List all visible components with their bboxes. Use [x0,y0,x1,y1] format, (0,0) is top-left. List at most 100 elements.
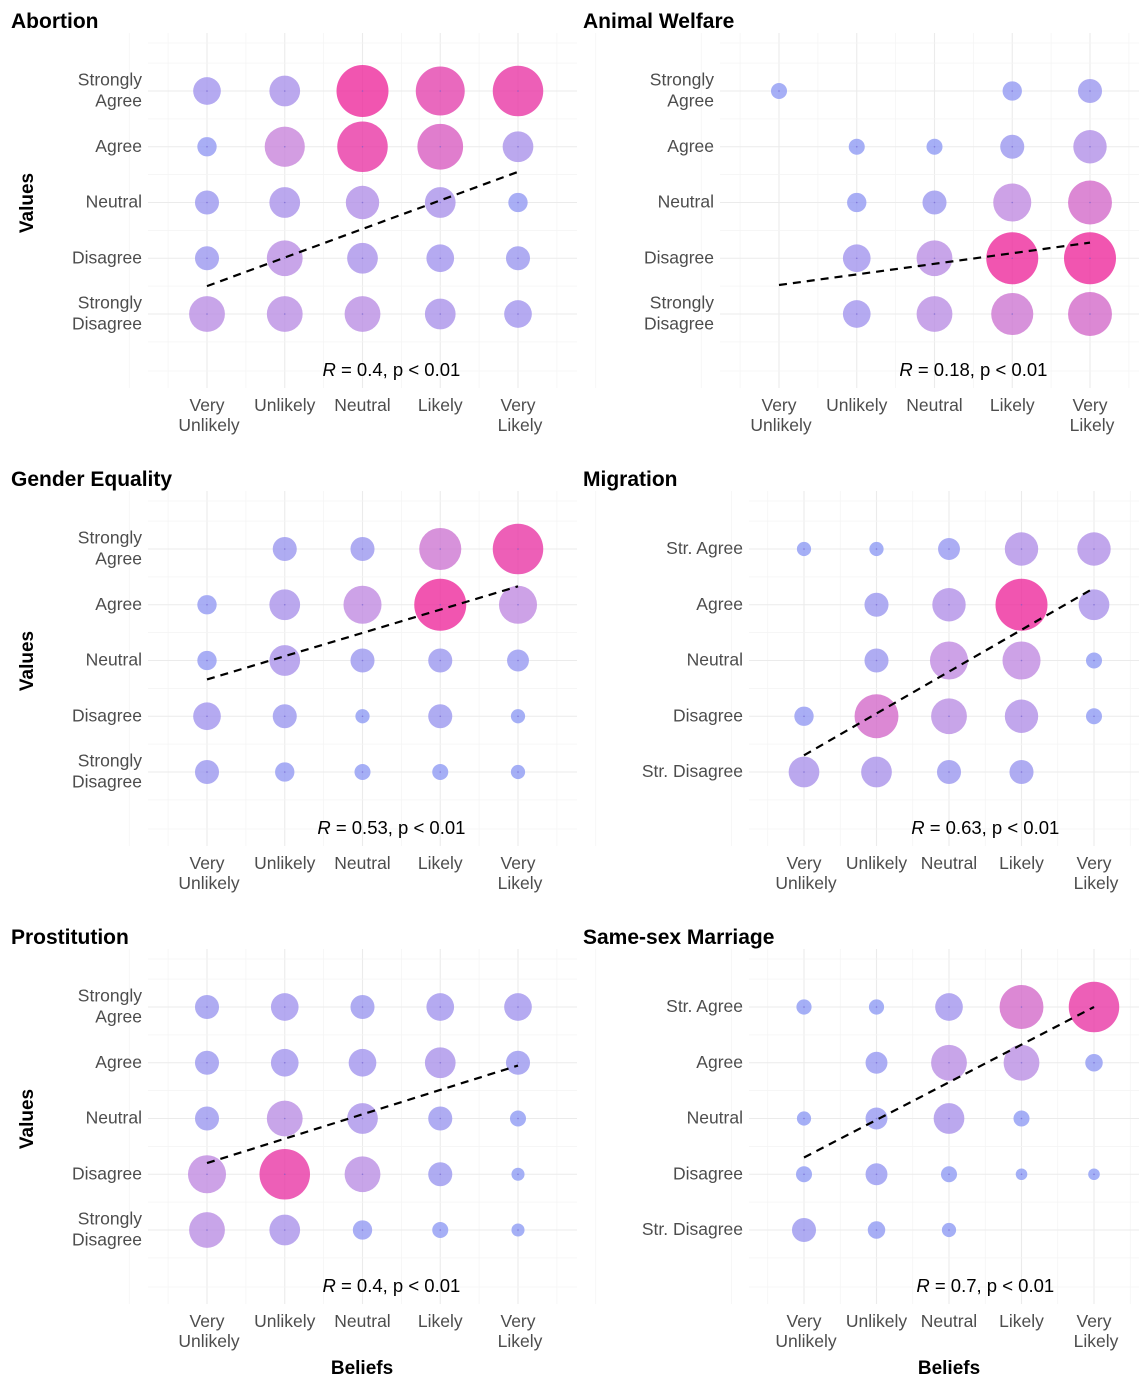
x-tick-label: Likely [999,853,1044,873]
data-point-center [875,715,878,718]
data-point-center [283,715,286,718]
x-tick-label: Neutral [921,853,977,873]
data-point-center [361,1006,364,1008]
x-tick-label: Unlikely [254,853,316,873]
data-point-center [361,771,364,773]
data-point-center [206,715,208,718]
correlation-annotation: R = 0.7, p < 0.01 [916,1275,1054,1296]
data-point-center [948,1173,950,1176]
correlation-annotation: R = 0.4, p < 0.01 [322,359,460,380]
data-point-center [803,771,805,773]
regression-line [206,1064,519,1165]
data-point-center [1020,1061,1023,1064]
x-tick-label: Unlikely [846,1311,908,1331]
data-point-center [361,715,364,718]
panel-abortion: Abortion Strongly Disagree Disagree Neutral… [11,10,597,435]
y-tick-label: Agree [696,1051,743,1071]
panel-prostitution: Prostitution Strongly Disagree Disagree Neu… [11,926,597,1351]
data-point-center [875,1173,878,1176]
y-tick-label: Str. Agree [666,996,743,1016]
data-point-center [855,313,858,315]
correlation-annotation: R = 0.18, p < 0.01 [899,359,1047,380]
data-point-center [517,145,519,148]
panel-title: Same-sex Marriage [583,926,774,949]
panel-gender-equality: Gender Equality Strongly Disagree Disagree… [11,468,597,893]
data-point-center [875,548,878,550]
data-point-center [283,313,286,315]
y-axis-label: Values [17,631,38,691]
data-point-center [517,1061,519,1064]
x-tick-label: Very Unlikely [750,395,812,435]
x-tick-label: Neutral [906,395,962,415]
y-tick-label: Disagree [72,705,142,725]
data-point-center [1093,548,1095,550]
panel-plot: Strongly Disagree Disagree Neutral Agree Stro… [72,33,597,435]
data-point-center [855,257,858,260]
data-point-center [361,1173,364,1176]
x-tick-label: Neutral [921,1311,977,1331]
x-tick-label: Very Unlikely [178,1311,240,1351]
data-point-center [283,145,286,148]
x-tick-label: Very Likely [498,853,543,893]
y-tick-label: Neutral [86,649,142,669]
panel-plot: Strongly Disagree Disagree Neutral Agree Stro… [72,491,597,893]
correlation-annotation: R = 0.4, p < 0.01 [322,1275,460,1296]
panel-plot: Str. Disagree Disagree Neutral Agree Str. Ag… [642,491,1139,893]
data-point-center [517,1173,519,1176]
x-tick-label: Likely [418,1311,463,1331]
x-tick-label: Unlikely [826,395,888,415]
y-tick-label: Agree [95,1051,142,1071]
data-point-center [933,257,936,260]
data-point-center [1011,90,1014,92]
x-tick-label: Likely [418,853,463,873]
data-point-center [206,313,208,315]
data-point-center [517,201,519,204]
y-tick-label: Neutral [658,191,714,211]
data-point-center [361,90,364,92]
regression-line [803,1006,1095,1159]
y-tick-label: Strongly Disagree [644,292,714,333]
panel-plot: Strongly Disagree Disagree Neutral Agree Stro… [72,949,597,1351]
data-point-center [361,257,364,260]
y-tick-label: Disagree [72,1163,142,1183]
data-point-center [206,145,208,148]
data-point-center [439,90,442,92]
data-point-center [439,1117,442,1120]
data-point-center [439,313,442,315]
data-point-center [283,603,286,606]
data-point-center [361,548,364,550]
data-point-center [1089,201,1091,204]
x-tick-label: Unlikely [254,1311,316,1331]
data-point-center [948,1229,950,1231]
data-point-center [1020,771,1023,773]
data-point-center [803,715,805,718]
data-point-center [439,659,442,662]
panel-title: Animal Welfare [583,10,734,33]
y-tick-label: Strongly Disagree [72,1208,142,1249]
y-tick-label: Disagree [72,247,142,267]
data-point-center [283,1006,286,1008]
x-tick-label: Very Likely [1074,853,1119,893]
data-point-center [948,1006,950,1008]
data-point-center [206,1061,208,1064]
data-point-center [1093,715,1095,718]
data-point-center [439,715,442,718]
data-point-center [803,1173,805,1176]
data-point-center [855,201,858,204]
regression-line [206,585,519,681]
data-point-center [948,771,950,773]
data-point-center [517,1117,519,1120]
data-point-center [1011,145,1014,148]
data-point-center [517,771,519,773]
data-point-center [283,90,286,92]
data-point-center [517,1006,519,1008]
data-point-center [1020,603,1023,606]
x-axis-label: Beliefs [331,1358,393,1378]
y-tick-label: Str. Agree [666,538,743,558]
data-point-center [948,1117,950,1120]
data-point-center [517,90,519,92]
data-point-center [206,1117,208,1120]
data-point-center [361,145,364,148]
y-tick-label: Str. Disagree [642,1219,743,1239]
